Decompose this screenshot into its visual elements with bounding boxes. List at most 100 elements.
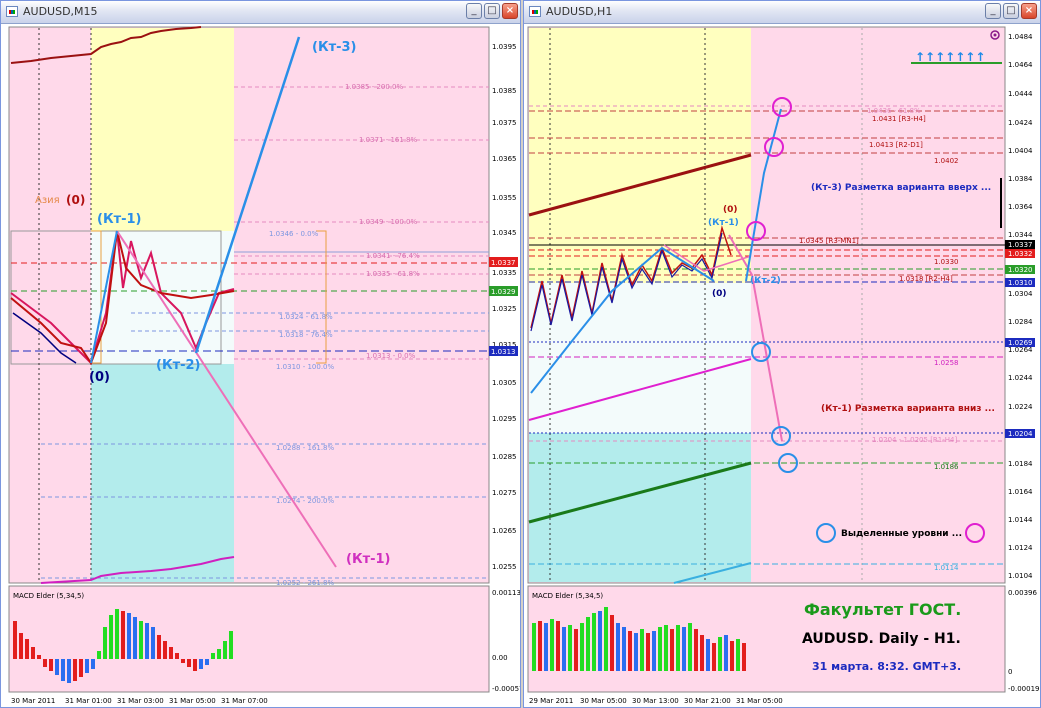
macd-tick: 0.00396 xyxy=(1008,589,1037,597)
macd-tick: 0 xyxy=(1008,668,1012,676)
macd-tick: 0.00 xyxy=(492,654,508,662)
price-tick: 1.0344 xyxy=(1008,231,1033,239)
level-label: 1.0345 [R3-MN1] xyxy=(799,237,859,245)
maximize-button[interactable]: □ xyxy=(1003,3,1019,19)
level-label: 1.0402 xyxy=(934,157,959,165)
price-tick: 1.0364 xyxy=(1008,203,1033,211)
highlight-circle-blue xyxy=(778,453,798,473)
level-label: 1.0258 xyxy=(934,359,959,367)
overlay-pair: AUDUSD. Daily - H1. xyxy=(802,631,961,647)
kt1-leg xyxy=(90,230,118,364)
price-tick: 1.0224 xyxy=(1008,403,1033,411)
price-tick: 1.0144 xyxy=(1008,516,1033,524)
kt2-leg xyxy=(530,246,715,394)
price-tick: 1.0365 xyxy=(492,155,517,163)
fib-label: 1.0346 - 0.0% xyxy=(269,230,319,238)
price-tick: 1.0385 xyxy=(492,87,517,95)
point-kt3: (Кт-3) xyxy=(312,40,356,55)
point-kt1-target: (Кт-1) xyxy=(346,552,390,567)
time-tick: 31 Mar 01:00 xyxy=(65,697,112,705)
price-tag-label: 1.0320 xyxy=(1008,266,1033,274)
left-titlebar[interactable]: AUDUSD,M15 _ □ × xyxy=(1,1,520,24)
price-tick: 1.0265 xyxy=(492,527,517,535)
price-tick: 1.0275 xyxy=(492,489,517,497)
right-titlebar[interactable]: AUDUSD,H1 _ □ × xyxy=(524,1,1040,24)
price-tick: 1.0444 xyxy=(1008,90,1033,98)
price-tick: 1.0384 xyxy=(1008,175,1033,183)
fib-label: 1.0349 - 100.0% xyxy=(359,218,418,226)
time-tick: 30 Mar 13:00 xyxy=(632,697,679,705)
macd-tick: -0.00057 xyxy=(492,685,520,693)
left-chart-area[interactable]: 1.0385 - 200.0% 1.0371 - 161.8% 1.0349 -… xyxy=(1,23,520,707)
price-tag-label: 1.0313 xyxy=(491,348,516,356)
macd-histogram xyxy=(532,607,746,671)
price-tag-red xyxy=(489,257,518,267)
level-label: 1.0114 xyxy=(934,564,959,572)
right-chart-area[interactable]: (0) (Кт-1) (0) (Кт-2) 1.0436 - 61.8% 1.0… xyxy=(524,23,1040,707)
fib-label: 1.0335 - 61.8% xyxy=(366,270,420,278)
kt1-projection xyxy=(728,234,783,442)
minimize-button[interactable]: _ xyxy=(985,3,1001,19)
channel-upper xyxy=(528,153,752,217)
upper-band-line xyxy=(10,26,202,64)
asia-label: Азия xyxy=(35,195,60,206)
indicator-settings-icon-dot xyxy=(993,33,997,37)
price-tick: 1.0295 xyxy=(492,415,517,423)
close-button[interactable]: × xyxy=(1021,3,1037,19)
highlight-circle-magenta xyxy=(764,137,784,157)
price-tick: 1.0284 xyxy=(1008,318,1033,326)
price-tick: 1.0404 xyxy=(1008,147,1033,155)
price-tag-label: 1.0337 xyxy=(1008,241,1033,249)
trend-arrows: ↑↑↑↑↑↑↑ xyxy=(915,50,985,64)
price-tag-blue xyxy=(1005,278,1035,287)
lower-band-line xyxy=(40,556,235,584)
price-line-dark xyxy=(530,232,723,332)
point-zero-top: (0) xyxy=(66,193,85,207)
price-tick: 1.0164 xyxy=(1008,488,1033,496)
fib-label: 1.0341 - 76.4% xyxy=(366,252,420,260)
price-tag-blue xyxy=(1005,338,1035,347)
price-tag-green xyxy=(489,286,518,296)
price-tick: 1.0325 xyxy=(492,305,517,313)
fib-bracket xyxy=(316,230,327,364)
fib-label: 1.0288 - 161.8% xyxy=(276,444,335,452)
time-tick: 31 Mar 05:00 xyxy=(736,697,783,705)
price-tag-label: 1.0337 xyxy=(491,259,516,267)
time-tick: 30 Mar 21:00 xyxy=(684,697,731,705)
session-zone-top xyxy=(529,28,751,283)
price-tick: 1.0244 xyxy=(1008,374,1033,382)
close-button[interactable]: × xyxy=(502,3,518,19)
left-chart-window: AUDUSD,M15 _ □ × xyxy=(0,0,521,708)
price-tick: 1.0375 xyxy=(492,119,517,127)
price-tick: 1.0104 xyxy=(1008,572,1033,580)
legend-circle-blue xyxy=(816,523,836,543)
time-tick: 31 Mar 03:00 xyxy=(117,697,164,705)
price-tick: 1.0464 xyxy=(1008,61,1033,69)
maximize-button[interactable]: □ xyxy=(484,3,500,19)
price-tag-label: 1.0204 xyxy=(1008,430,1033,438)
point-kt1: (Кт-1) xyxy=(97,212,141,227)
point-zero-bottom: (0) xyxy=(89,370,110,385)
indicator-settings-icon[interactable] xyxy=(990,30,1000,40)
time-tick: 31 Mar 07:00 xyxy=(221,697,268,705)
price-tick: 1.0305 xyxy=(492,379,517,387)
level-label: 1.0318 [R2-H4] xyxy=(899,275,953,283)
kt1-projection xyxy=(116,230,337,568)
macd-histogram xyxy=(13,609,233,683)
channel-lower xyxy=(528,461,752,524)
kt3-projection xyxy=(194,36,301,354)
overlay-faculty: Факультет ГОСТ. xyxy=(804,600,961,619)
point-kt2: (Кт-2) xyxy=(750,276,781,286)
left-window-title: AUDUSD,M15 xyxy=(23,5,98,18)
point-kt2: (Кт-2) xyxy=(156,358,200,373)
minimize-button[interactable]: _ xyxy=(466,3,482,19)
price-tag-label: 1.0269 xyxy=(1008,339,1033,347)
macd-panel xyxy=(8,585,490,693)
level-label: 1.0330 xyxy=(934,258,959,266)
channel-middle xyxy=(528,358,752,421)
price-tick: 1.0124 xyxy=(1008,544,1033,552)
fib-label: 1.0385 - 200.0% xyxy=(345,83,404,91)
right-chart-window: AUDUSD,H1 _ □ × xyxy=(523,0,1041,708)
macd-tick: -0.00019 xyxy=(1008,685,1039,693)
time-tick: 31 Mar 05:00 xyxy=(169,697,216,705)
